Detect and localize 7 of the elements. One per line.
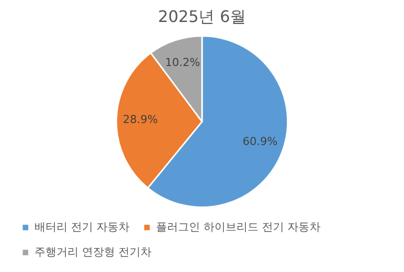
legend-label: 배터리 전기 자동차	[34, 220, 130, 234]
data-label: 28.9%	[122, 113, 158, 126]
legend-label: 주행거리 연장형 전기차	[34, 245, 152, 258]
data-label: 10.2%	[165, 56, 200, 69]
chart-title: 2025년 6월	[158, 6, 246, 26]
data-label: 60.9%	[242, 135, 278, 148]
legend-label: 플러그인 하이브리드 전기 자동차	[156, 220, 320, 234]
